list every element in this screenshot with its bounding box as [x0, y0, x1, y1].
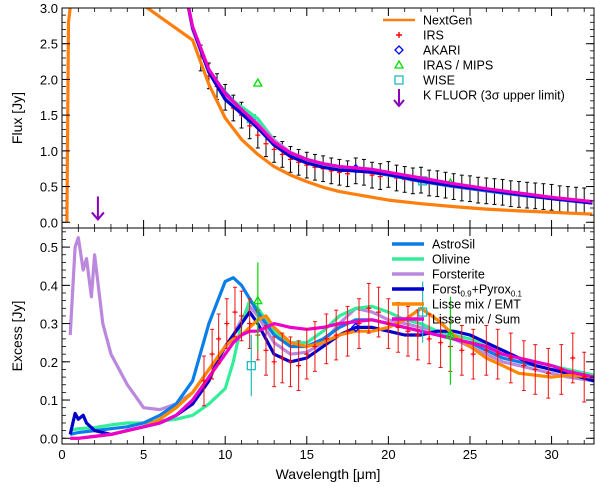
legend-label-akari: AKARI [423, 44, 461, 58]
legend-label-forsterite: Forsterite [432, 268, 485, 282]
excess-irs-point [376, 309, 382, 315]
legend-label-iras-mips: IRAS / MIPS [423, 59, 493, 73]
excess-series-lisse-mix-sum [70, 318, 594, 440]
legend-symbol-iras-mips [393, 59, 405, 69]
flux-ytick-label: 1.0 [40, 144, 58, 159]
excess-irs-point [581, 374, 587, 380]
flux-ytick-label: 3.0 [40, 1, 58, 16]
excess-irs-point [247, 321, 253, 327]
xtick-label: 0 [58, 447, 65, 462]
legend-symbol-wise [394, 75, 404, 85]
flux-irs-point [271, 146, 277, 152]
flux-ytick-label: 0.5 [40, 180, 58, 195]
legend-label-nextgen: NextGen [423, 14, 472, 28]
flux-iras-mips-point [252, 77, 263, 87]
excess-irs-point [239, 313, 245, 319]
flux-ytick-label: 2.5 [40, 37, 58, 52]
excess-irs-point [483, 347, 489, 353]
excess-ytick-label: 0.3 [40, 317, 58, 332]
excess-panel: 0.0 0.1 0.2 0.3 0.4 0.5 0 5 10 15 20 25 30 Excess [… [9, 8, 595, 482]
excess-wise-point [246, 360, 256, 371]
excess-irs-point [287, 359, 293, 365]
excess-irs-point [209, 351, 215, 357]
xtick-label: 25 [463, 447, 477, 462]
xtick-label: 5 [140, 447, 147, 462]
excess-irs-point [570, 355, 576, 361]
flux-irs-point [247, 123, 253, 129]
xtick-label: 15 [300, 447, 314, 462]
excess-ylabel: Excess [Jy] [9, 301, 25, 372]
legend-label-lisse-mix-emt: Lisse mix / EMT [432, 298, 521, 312]
flux-series-nextgen [65, 8, 593, 223]
excess-irs-point [415, 332, 421, 338]
excess-irs-point [438, 340, 444, 346]
legend-label-astrosil: AstroSil [432, 238, 475, 252]
excess-irs-point [345, 328, 351, 334]
excess-irs-point [532, 366, 538, 372]
excess-irs-point [296, 363, 302, 369]
excess-wise-point [418, 307, 428, 317]
legend-label-irs: IRS [423, 29, 444, 43]
excess-irs-point [405, 328, 411, 334]
excess-irs-point [216, 336, 222, 342]
flux-ytick-label: 1.5 [40, 108, 58, 123]
flux-ytick-label: 2.0 [40, 72, 58, 87]
excess-irs-point [323, 336, 329, 342]
excess-irs-point [333, 332, 339, 338]
excess-irs-point [366, 305, 372, 311]
excess-ytick-label: 0.4 [40, 278, 58, 293]
legend-label-k-fluor-3-upper-limit: K FLUOR (3σ upper limit) [423, 89, 565, 103]
excess-irs-point [385, 321, 391, 327]
legend-label-lisse-mix-sum: Lisse mix / Sum [432, 313, 520, 327]
excess-irs-point [312, 344, 318, 350]
legend-label-wise: WISE [423, 74, 455, 88]
xtick-label: 10 [218, 447, 232, 462]
excess-ytick-label: 0.2 [40, 355, 58, 370]
excess-akari-point [350, 322, 361, 333]
legend-symbol-irs [396, 32, 402, 38]
excess-irs-point [232, 309, 238, 315]
excess-irs-point [304, 351, 310, 357]
excess-irs-point [279, 355, 285, 361]
excess-legend: AstroSilOlivineForsteriteForst0.9+Pyrox0… [392, 238, 523, 327]
xtick-label: 30 [544, 447, 558, 462]
excess-irs-point [426, 336, 432, 342]
excess-irs-point [356, 321, 362, 327]
excess-irs-point [271, 359, 277, 365]
excess-irs-point [224, 321, 230, 327]
flux-ytick-label: 0.0 [40, 215, 58, 230]
legend-label-olivine: Olivine [432, 253, 470, 267]
excess-irs-point [495, 351, 501, 357]
xtick-label: 20 [381, 447, 395, 462]
excess-ytick-label: 0.0 [40, 431, 58, 446]
excess-irs-point [508, 355, 514, 361]
excess-irs-point [201, 378, 207, 384]
flux-irs-point [255, 132, 261, 138]
excess-irs-point [459, 347, 465, 353]
flux-panel: 0.00.51.01.52.02.53.0 Flux [Jy] NextGenI… [9, 1, 595, 230]
legend-symbol-kfluor-head [393, 99, 405, 108]
excess-iras-mips-point [252, 295, 263, 305]
legend-label-forst: Forst0.9+Pyrox0.1 [432, 283, 523, 299]
legend-symbol-akari [394, 45, 404, 55]
excess-irs-point [521, 363, 527, 369]
excess-ytick-label: 0.5 [40, 240, 58, 255]
excess-irs-point [558, 366, 564, 372]
excess-irs-point [470, 351, 476, 357]
flux-irs-point [263, 141, 269, 147]
excess-iras-mips-point [445, 329, 456, 339]
kfluor-arrowhead [91, 211, 105, 221]
x-axis-label: Wavelength [μm] [276, 466, 381, 482]
excess-irs-point [263, 347, 269, 353]
flux-series-lisse-mix-sum [187, 8, 593, 204]
excess-ytick-label: 0.1 [40, 393, 58, 408]
excess-irs-point [395, 324, 401, 330]
excess-irs-point [545, 370, 551, 376]
flux-ylabel: Flux [Jy] [9, 92, 25, 144]
